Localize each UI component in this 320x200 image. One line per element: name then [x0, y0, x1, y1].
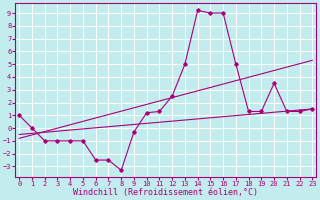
- X-axis label: Windchill (Refroidissement éolien,°C): Windchill (Refroidissement éolien,°C): [73, 188, 258, 197]
